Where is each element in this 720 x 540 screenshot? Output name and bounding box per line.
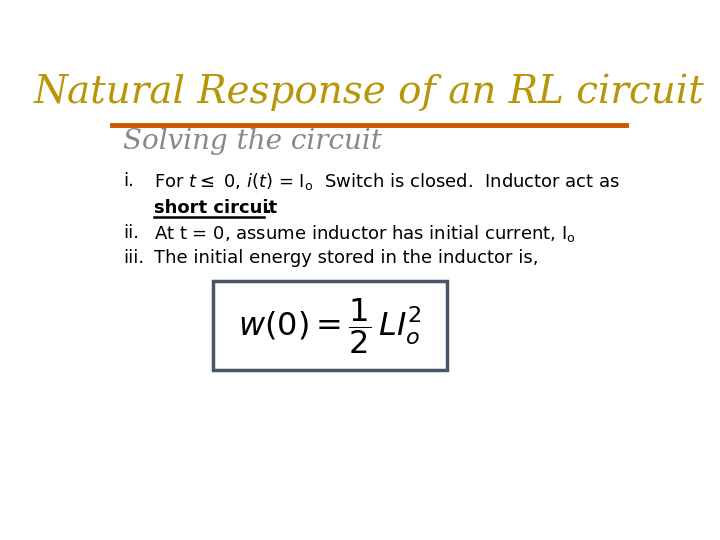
Text: .: . <box>264 199 271 217</box>
Text: The initial energy stored in the inductor is,: The initial energy stored in the inducto… <box>154 249 539 267</box>
Text: ii.: ii. <box>124 224 140 242</box>
Text: i.: i. <box>124 172 135 190</box>
Text: At t = 0, assume inductor has initial current, I$_\mathrm{o}$: At t = 0, assume inductor has initial cu… <box>154 222 576 244</box>
FancyBboxPatch shape <box>213 281 447 370</box>
Text: Solving the circuit: Solving the circuit <box>124 128 382 155</box>
Text: Natural Response of an RL circuit: Natural Response of an RL circuit <box>34 73 704 111</box>
Text: iii.: iii. <box>124 249 145 267</box>
Text: $w(0) = \dfrac{1}{2}\, L I_o^2$: $w(0) = \dfrac{1}{2}\, L I_o^2$ <box>238 296 422 356</box>
Text: short circuit: short circuit <box>154 199 277 217</box>
Text: For $t \leq$ 0, $i(t)$ = I$_\mathrm{o}$  Switch is closed.  Inductor act as: For $t \leq$ 0, $i(t)$ = I$_\mathrm{o}$ … <box>154 171 621 192</box>
